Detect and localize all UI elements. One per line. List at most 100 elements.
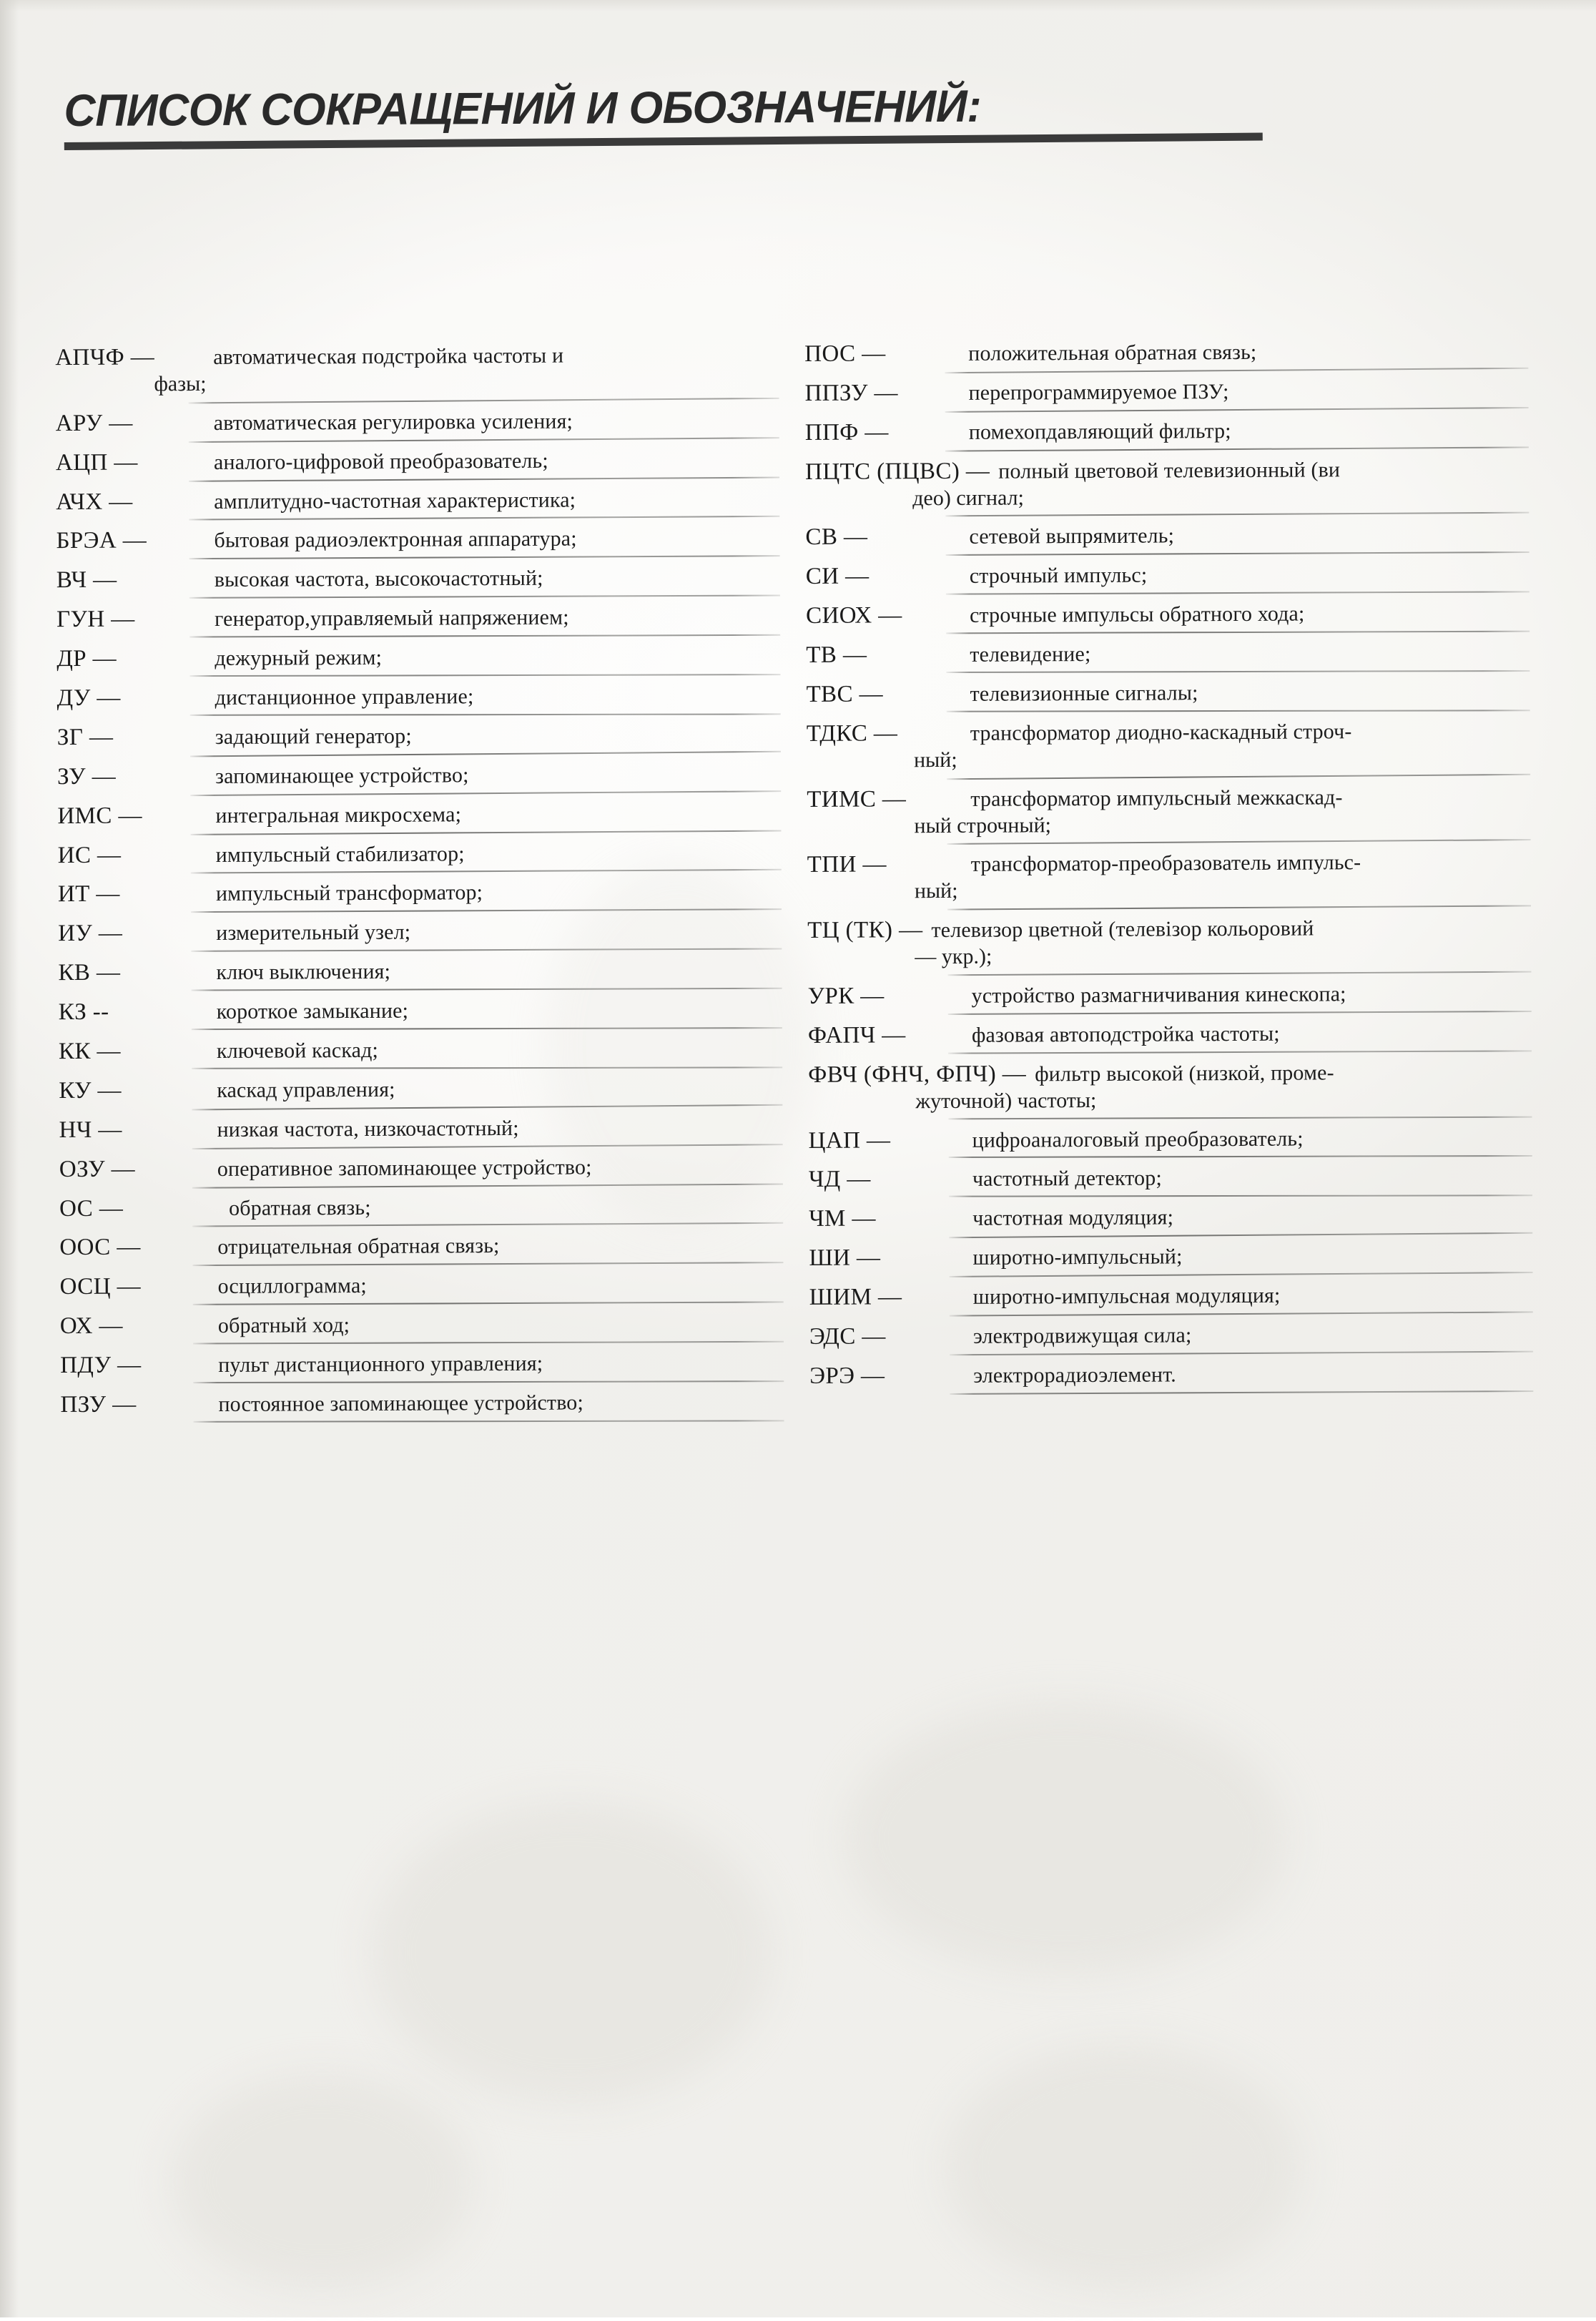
entry-underline-rule: [193, 1380, 784, 1384]
abbreviation-term: ТЦ (ТК) —: [807, 917, 923, 944]
entry-underline-rule: [189, 634, 781, 638]
entry-first-line: ПЗУ — постоянное запоминающее устройство;: [60, 1389, 782, 1419]
entry-underline-rule: [192, 1066, 783, 1069]
abbreviation-entry: ТИМС — трансформатор импульсный межкаскад…: [807, 784, 1536, 845]
abbreviation-definition: ключевой каскад;: [216, 1038, 379, 1064]
entry-first-line: ВЧ — высокая частота, высокочастотный;: [56, 564, 779, 594]
abbreviation-entry: ЭРЭ — электрорадиоэлемент.: [809, 1360, 1539, 1395]
entry-first-line: БРЭА — бытовая радиоэлектронная аппаратур…: [56, 526, 778, 556]
entry-underline-rule: [950, 1350, 1534, 1356]
entry-first-line: ЗГ — задающий генератор;: [57, 722, 779, 752]
abbreviation-definition: полный цветовой телевизионный (ви: [998, 457, 1341, 484]
abbreviation-entry: ФАПЧ — фазовая автоподстройка частоты;: [808, 1020, 1537, 1054]
abbreviation-term: ЗУ —: [57, 763, 117, 790]
entry-underline-rule: [949, 1272, 1533, 1278]
entry-first-line: ОС — обратная связь;: [59, 1193, 782, 1223]
abbreviation-definition: осциллограмма;: [217, 1274, 367, 1299]
entry-underline-rule: [949, 1232, 1533, 1239]
abbreviation-entry: ГУН — генератор,управляемый напряжением;: [56, 604, 781, 638]
entry-first-line: ИУ — измерительный узел;: [58, 918, 780, 948]
abbreviation-definition: телевизионные сигналы;: [970, 681, 1198, 706]
entry-first-line: ТВС — телевизионные сигналы;: [806, 679, 1535, 709]
abbreviation-entry: УРК — устройство размагничивания кинескоп…: [808, 981, 1537, 1015]
abbreviation-term: ПЗУ —: [60, 1391, 137, 1418]
abbreviation-definition: устройство размагничивания кинескопа;: [971, 982, 1346, 1008]
abbreviation-entry: ООС — отрицательная обратная связь;: [59, 1232, 784, 1267]
abbreviation-entry: ЭДС — электродвижущая сила;: [809, 1321, 1539, 1356]
abbreviation-definition: частотный детектор;: [972, 1167, 1162, 1192]
abbreviation-definition: трансформатор диодно-каскадный строч-: [970, 720, 1352, 745]
entry-first-line: КВ — ключ выключения;: [58, 957, 780, 987]
abbreviation-term: НЧ —: [59, 1117, 122, 1143]
abbreviation-term: ТВС —: [806, 681, 884, 707]
abbreviation-definition: телевидение;: [970, 642, 1091, 667]
abbreviation-entry: ЗУ — запоминающее устройство;: [57, 761, 782, 796]
abbreviation-entry: ПОС — положительная обратная связь;: [804, 338, 1534, 374]
entry-underline-rule: [947, 905, 1532, 911]
abbreviation-definition: электродвижущая сила;: [972, 1323, 1192, 1348]
abbreviation-term: ТДКС —: [806, 720, 898, 747]
abbreviation-entry: ПДУ — пульт дистанционного управления;: [60, 1350, 784, 1384]
abbreviation-definition: положительная обратная связь;: [968, 340, 1257, 365]
abbreviation-entry: СВ — сетевой выпрямитель;: [805, 521, 1535, 556]
entry-underline-rule: [193, 1340, 784, 1345]
abbreviation-definition: дистанционное управление;: [215, 684, 474, 710]
abbreviation-definition: электрорадиоэлемент.: [973, 1363, 1176, 1388]
abbreviation-definition: оперативное запоминающее устройство;: [217, 1155, 592, 1181]
entry-underline-rule: [945, 551, 1530, 556]
abbreviation-entry: ИТ — импульсный трансформатор;: [58, 879, 782, 913]
abbreviation-term: ВЧ —: [56, 567, 117, 594]
abbreviation-entry: ОС — обратная связь;: [59, 1193, 784, 1227]
abbreviation-definition: перепрограммируемое ПЗУ;: [968, 379, 1229, 405]
abbreviation-term: ООС —: [59, 1234, 141, 1261]
abbreviation-entry: СИ — строчный импульс;: [806, 561, 1535, 595]
entry-underline-rule: [188, 397, 779, 404]
entry-first-line: ТДКС — трансформатор диодно-каскадный стр…: [807, 718, 1536, 748]
abbreviation-definition: частотная модуляция;: [972, 1205, 1174, 1231]
abbreviation-entry: ШИ — широтно-импульсный;: [809, 1242, 1538, 1278]
entry-first-line: НЧ — низкая частота, низкочастотный;: [59, 1114, 781, 1144]
abbreviation-term: КК —: [58, 1038, 121, 1065]
abbreviation-entry: ОЗУ — оперативное запоминающее устройство…: [59, 1154, 783, 1189]
entry-first-line: ПЦТС (ПЦВС) — полный цветовой телевизионн…: [805, 456, 1535, 486]
entry-underline-rule: [945, 591, 1530, 595]
entry-first-line: КЗ -- короткое замыкание;: [59, 996, 781, 1026]
entry-first-line: ДУ — дистанционное управление;: [57, 682, 779, 712]
abbreviation-definition-continuation: ный;: [913, 747, 957, 772]
entry-underline-rule: [949, 1311, 1533, 1317]
entry-underline-rule: [947, 1010, 1532, 1015]
entry-first-line: КУ — каскад управления;: [59, 1075, 781, 1105]
entry-underline-rule: [950, 1390, 1534, 1395]
abbreviation-definition: измерительный узел;: [216, 921, 411, 946]
abbreviation-definition-continuation: жуточной) частоты;: [915, 1088, 1097, 1113]
abbreviation-entry: ЧД — частотный детектор;: [809, 1164, 1538, 1198]
abbreviation-term: ШИМ —: [809, 1284, 902, 1311]
abbreviation-entry: ПЗУ — постоянное запоминающее устройство;: [60, 1389, 784, 1423]
abbreviation-term: ИС —: [57, 842, 122, 868]
entry-underline-rule: [948, 1116, 1532, 1119]
entry-underline-rule: [192, 1183, 783, 1189]
entry-first-line: ПДУ — пульт дистанционного управления;: [60, 1350, 782, 1380]
entry-first-line: ФАПЧ — фазовая автоподстройка частоты;: [808, 1020, 1537, 1050]
abbreviation-definition: постоянное запоминающее устройство;: [218, 1390, 583, 1417]
entry-first-line: УРК — устройство размагничивания кинескоп…: [808, 981, 1537, 1011]
abbreviation-definition: обратная связь;: [228, 1195, 371, 1220]
abbreviation-term: КУ —: [59, 1077, 122, 1104]
entry-first-line: СВ — сетевой выпрямитель;: [805, 521, 1535, 551]
entry-underline-rule: [193, 1420, 784, 1423]
entry-first-line: АПЧФ — автоматическая подстройка частоты …: [55, 342, 777, 372]
abbreviation-entry: ПЦТС (ПЦВС) — полный цветовой телевизионн…: [805, 456, 1535, 517]
entry-underline-rule: [189, 594, 780, 599]
abbreviation-definition-continuation: — укр.);: [915, 944, 992, 969]
abbreviation-definition: фильтр высокой (низкой, проме-: [1035, 1061, 1334, 1086]
abbreviation-entry: ЦАП — цифроаналоговый преобразователь;: [809, 1125, 1538, 1159]
entry-underline-rule: [190, 830, 782, 835]
abbreviation-definition: короткое замыкание;: [216, 998, 409, 1024]
entry-first-line: ОХ — обратный ход;: [60, 1310, 782, 1340]
abbreviation-list: АПЧФ — автоматическая подстройка частоты …: [0, 338, 1596, 1433]
abbreviation-entry: ОСЦ — осциллограмма;: [60, 1271, 784, 1306]
abbreviation-term: ППФ —: [804, 419, 889, 446]
abbreviation-definition: импульсный стабилизатор;: [215, 841, 465, 867]
entry-underline-rule: [192, 1222, 784, 1227]
abbreviation-term: ЭРЭ —: [809, 1363, 885, 1389]
